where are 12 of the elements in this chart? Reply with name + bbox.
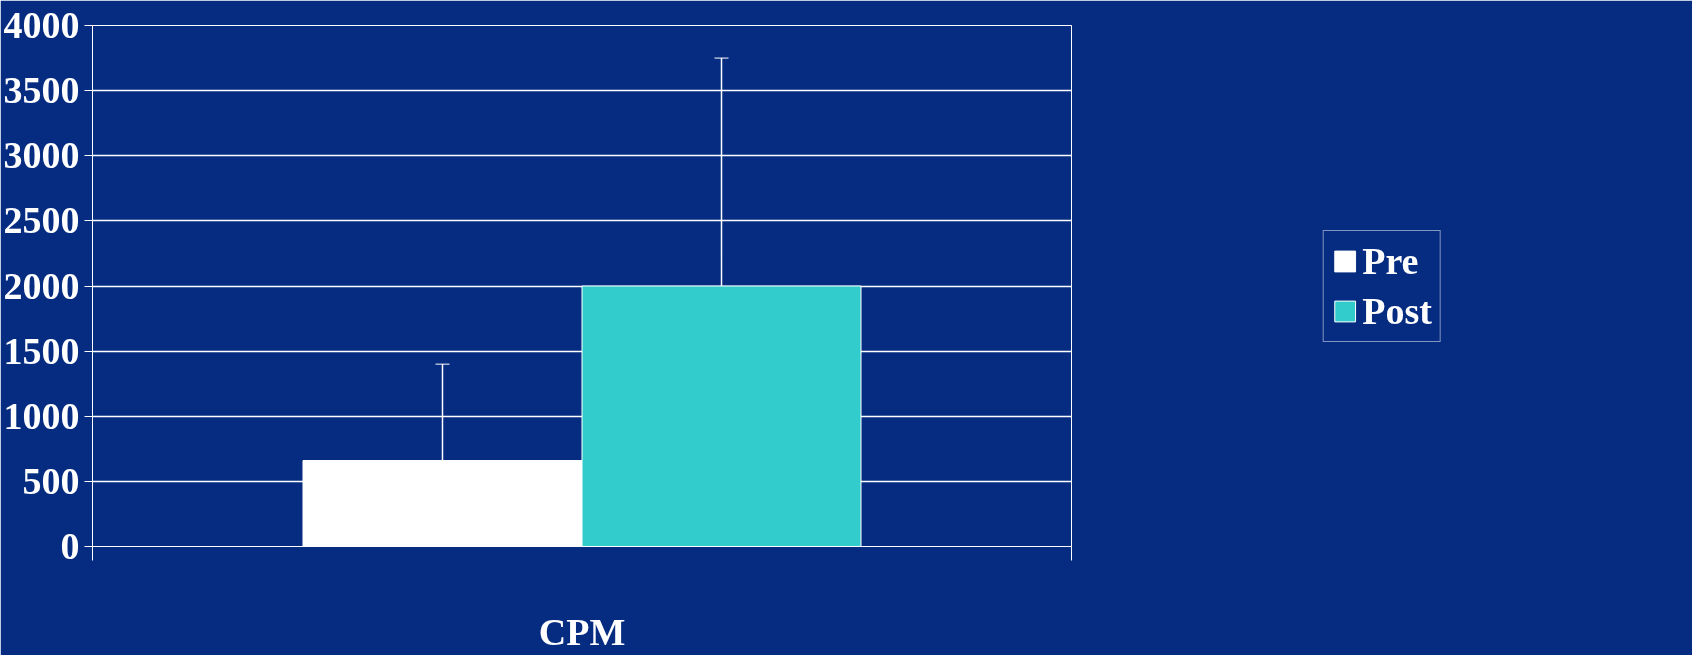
y-tick-label: 3500	[3, 69, 80, 112]
legend-label: Post	[1362, 288, 1432, 333]
x-tick-label: CPM	[538, 610, 626, 653]
y-tick-label: 0	[60, 525, 80, 567]
y-tick-label: 2500	[3, 199, 80, 242]
y-tick-label: 2000	[3, 264, 80, 307]
legend-label: Pre	[1362, 238, 1419, 283]
y-tick-label: 3000	[3, 134, 80, 177]
y-tick-label: 4000	[3, 4, 80, 46]
y-tick-label: 500	[22, 459, 80, 502]
y-tick-label: 1500	[3, 329, 80, 372]
y-tick-label: 1000	[3, 394, 80, 437]
